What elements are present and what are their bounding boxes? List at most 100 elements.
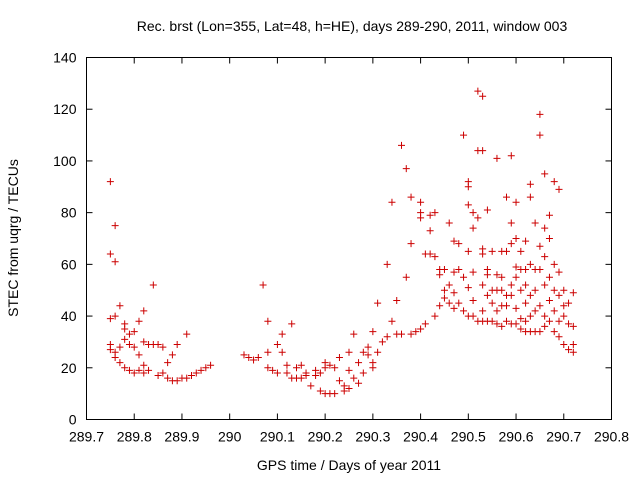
data-point	[541, 170, 549, 178]
data-point	[469, 312, 477, 320]
data-point	[393, 297, 401, 305]
data-point	[512, 304, 520, 312]
data-point	[417, 325, 425, 333]
data-point	[560, 302, 568, 310]
data-point	[168, 351, 176, 359]
data-point	[250, 356, 258, 364]
data-point	[512, 273, 520, 281]
data-point	[312, 366, 320, 374]
data-point	[130, 369, 138, 377]
data-point	[130, 343, 138, 351]
data-point	[302, 372, 310, 380]
data-point	[464, 284, 472, 292]
data-point	[565, 320, 573, 328]
data-point	[106, 178, 114, 186]
data-point	[245, 353, 253, 361]
data-point	[297, 361, 305, 369]
data-point	[479, 307, 487, 315]
data-point	[111, 312, 119, 320]
data-point	[125, 341, 133, 349]
data-point	[569, 322, 577, 330]
data-point	[550, 178, 558, 186]
data-point	[517, 325, 525, 333]
x-tick-label: 290.1	[260, 429, 295, 445]
data-point	[254, 353, 262, 361]
data-point	[445, 219, 453, 227]
data-point	[431, 253, 439, 261]
chart-title: Rec. brst (Lon=355, Lat=48, h=HE), days …	[137, 18, 568, 34]
data-point	[555, 185, 563, 193]
data-point	[407, 193, 415, 201]
data-point	[106, 315, 114, 323]
y-tick-label: 140	[53, 50, 77, 66]
data-point	[479, 281, 487, 289]
data-point	[445, 281, 453, 289]
data-point	[522, 237, 530, 245]
data-point	[507, 281, 515, 289]
data-point	[307, 382, 315, 390]
data-point	[507, 219, 515, 227]
data-point	[283, 361, 291, 369]
data-point	[460, 131, 468, 139]
data-point	[436, 271, 444, 279]
data-point	[460, 307, 468, 315]
data-point	[369, 328, 377, 336]
data-point	[378, 338, 386, 346]
data-point	[512, 198, 520, 206]
data-point	[192, 369, 200, 377]
data-point	[545, 317, 553, 325]
data-point	[374, 348, 382, 356]
data-point	[550, 286, 558, 294]
data-point	[541, 322, 549, 330]
data-point	[316, 387, 324, 395]
data-series	[106, 87, 577, 398]
data-point	[565, 346, 573, 354]
data-point	[440, 294, 448, 302]
plot-frame	[86, 57, 612, 420]
x-tick-label: 290	[218, 429, 242, 445]
data-point	[369, 364, 377, 372]
data-point	[440, 266, 448, 274]
data-point	[488, 299, 496, 307]
data-point	[149, 281, 157, 289]
data-point	[493, 154, 501, 162]
data-point	[541, 281, 549, 289]
data-point	[288, 320, 296, 328]
data-point	[278, 330, 286, 338]
data-point	[207, 361, 215, 369]
data-point	[188, 372, 195, 380]
data-point	[488, 317, 496, 325]
data-point	[431, 312, 439, 320]
x-axis-label: GPS time / Days of year 2011	[257, 457, 441, 473]
data-point	[512, 263, 520, 271]
data-point	[140, 338, 148, 346]
data-point	[498, 322, 506, 330]
data-point	[531, 219, 539, 227]
data-point	[359, 369, 367, 377]
data-point	[498, 273, 506, 281]
data-point	[340, 387, 348, 395]
data-point	[145, 366, 153, 374]
y-tick-label: 40	[61, 308, 77, 324]
data-point	[536, 266, 544, 274]
data-point	[483, 291, 491, 299]
data-point	[321, 364, 329, 372]
data-point	[421, 320, 429, 328]
data-point	[283, 369, 291, 377]
data-point	[522, 266, 530, 274]
data-point	[398, 330, 405, 338]
x-tick-label: 289.7	[69, 429, 104, 445]
data-point	[464, 201, 472, 209]
data-point	[293, 364, 300, 372]
data-point	[407, 240, 415, 248]
data-point	[512, 235, 520, 242]
y-tick-label: 20	[61, 360, 77, 376]
data-point	[493, 320, 501, 328]
data-point	[264, 348, 272, 356]
x-tick-label: 290.6	[499, 429, 534, 445]
data-point	[173, 341, 181, 349]
data-point	[522, 317, 530, 325]
data-point	[426, 250, 434, 258]
data-point	[402, 273, 410, 281]
data-point	[331, 364, 339, 372]
